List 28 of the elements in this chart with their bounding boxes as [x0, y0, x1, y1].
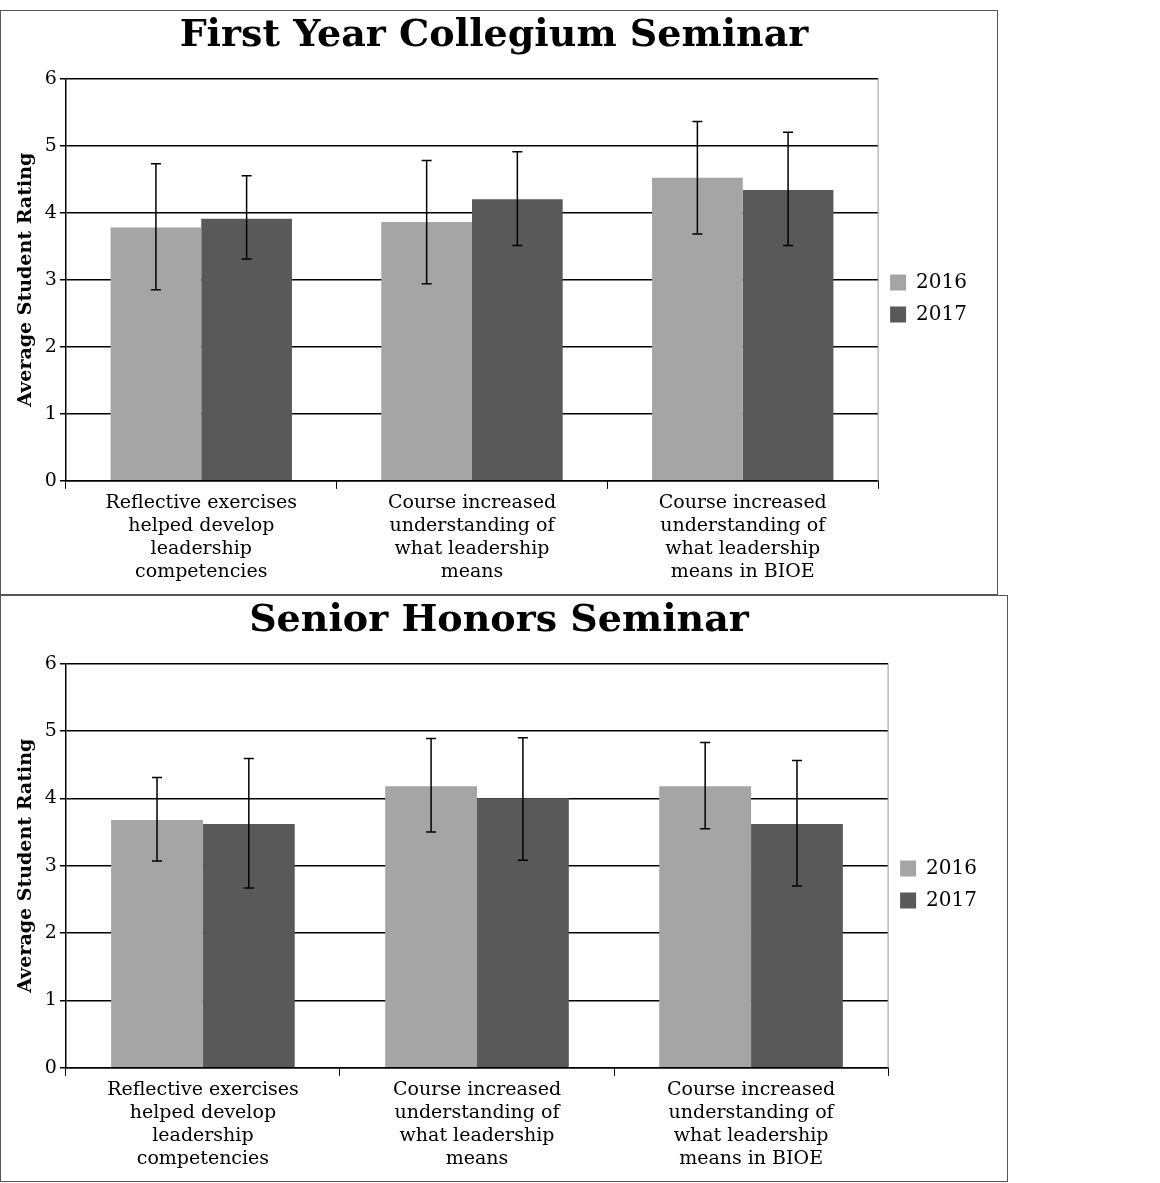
y-axis-title: Average Student Rating: [13, 738, 36, 994]
x-tick-label: Course increased understanding of what leadership means in BIOE: [658, 490, 828, 581]
chart-title: First Year Collegium Seminar: [179, 9, 810, 55]
y-axis-title: Average Student Rating: [13, 152, 36, 408]
y-tick-label: 0: [44, 467, 57, 490]
legend-label: 2016: [926, 854, 978, 879]
x-tick-label: Course increased understanding of what leadership means in BIOE: [667, 1077, 836, 1168]
y-tick-label: 6: [44, 650, 57, 673]
y-tick-label: 6: [44, 65, 57, 88]
legend-label: 2017: [916, 300, 968, 325]
x-tick-label: Course increased understanding of what leadership means: [392, 1077, 562, 1168]
y-tick-label: 3: [44, 266, 57, 289]
x-tick-label: Course increased understanding of what leadership means: [387, 490, 557, 581]
legend-label: 2017: [926, 886, 978, 911]
y-tick-label: 5: [44, 132, 57, 155]
y-tick-label: 4: [44, 785, 57, 808]
y-tick-label: 5: [44, 717, 57, 740]
chart-title: Senior Honors Seminar: [249, 594, 750, 640]
y-tick-label: 1: [44, 400, 57, 423]
y-tick-label: 0: [44, 1054, 57, 1077]
y-tick-label: 4: [44, 199, 57, 222]
y-tick-label: 2: [44, 920, 57, 942]
y-tick-label: 3: [44, 852, 57, 875]
y-tick-label: 2: [44, 333, 57, 356]
legend-label: 2016: [916, 268, 968, 293]
x-tick-label: Reflective exercises helped develop leadership competencies: [107, 1077, 299, 1168]
x-tick-label: Reflective exercises helped develop leadership competencies: [105, 490, 298, 581]
y-tick-label: 1: [44, 987, 57, 1010]
